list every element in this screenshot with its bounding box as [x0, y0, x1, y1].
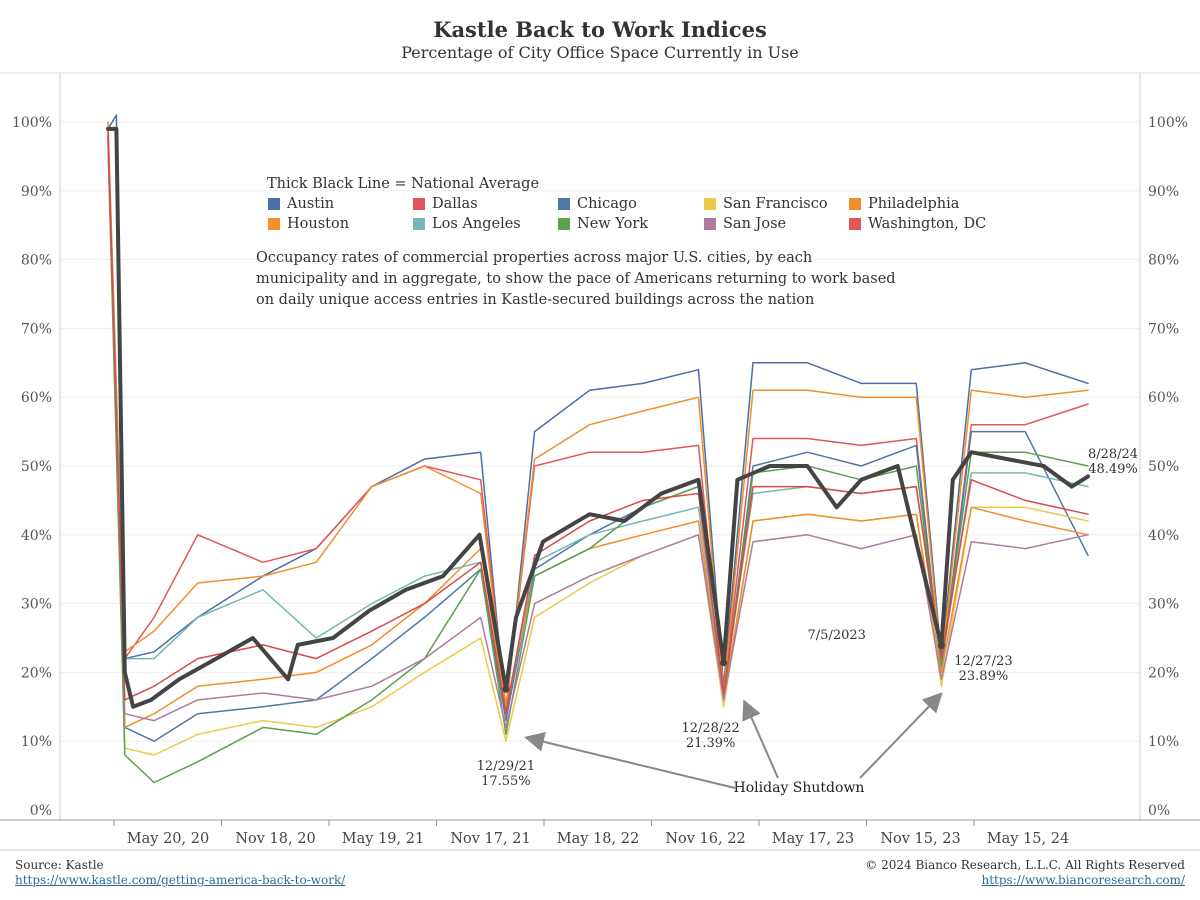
- annotation-label: 12/28/22: [681, 721, 739, 736]
- annotation-label: 12/27/23: [954, 654, 1012, 669]
- legend-item-washington-dc: Washington, DC: [849, 216, 986, 232]
- annotation-label: 8/28/24: [1088, 447, 1138, 462]
- x-tick-label: May 18, 22: [557, 831, 639, 847]
- y-tick-label-left: 50%: [21, 459, 52, 475]
- legend-label: San Francisco: [723, 196, 828, 212]
- y-tick-label-left: 100%: [12, 115, 52, 131]
- legend-label: Chicago: [577, 196, 637, 212]
- legend-swatch: [849, 198, 861, 210]
- holiday-shutdown-label: Holiday Shutdown: [734, 780, 865, 796]
- y-tick-label-right: 100%: [1148, 115, 1188, 131]
- series-line-new-york: [107, 141, 1089, 784]
- legend-swatch: [558, 198, 570, 210]
- legend-item-dallas: Dallas: [413, 196, 478, 212]
- y-tick-label-left: 80%: [21, 253, 52, 269]
- chart-title: Kastle Back to Work Indices: [433, 17, 767, 42]
- holiday-arrow: [524, 732, 736, 789]
- legend-swatch: [558, 218, 570, 230]
- legend-swatch: [268, 218, 280, 230]
- chart-note: Occupancy rates of commercial properties…: [256, 250, 896, 308]
- x-tick-label: Nov 17, 21: [450, 831, 530, 847]
- legend-item-san-francisco: San Francisco: [704, 196, 828, 212]
- legend-swatch: [413, 218, 425, 230]
- x-tick-label: Nov 15, 23: [880, 831, 960, 847]
- gridlines: [60, 121, 1140, 742]
- legend-item-san-jose: San Jose: [704, 216, 786, 232]
- annotation-label: 7/5/2023: [808, 628, 866, 643]
- source-link[interactable]: https://www.kastle.com/getting-america-b…: [15, 873, 346, 887]
- y-tick-label-right: 50%: [1148, 459, 1179, 475]
- y-tick-label-left: 70%: [21, 321, 52, 337]
- y-tick-label-right: 0%: [1148, 803, 1170, 819]
- source-label: Source: Kastle: [15, 858, 104, 872]
- legend-item-new-york: New York: [558, 216, 648, 232]
- y-tick-label-right: 70%: [1148, 321, 1179, 337]
- chart-subtitle: Percentage of City Office Space Currentl…: [401, 43, 799, 62]
- site-link[interactable]: https://www.biancoresearch.com/: [981, 873, 1185, 887]
- legend-label: Dallas: [432, 196, 478, 212]
- y-tick-label-right: 80%: [1148, 253, 1179, 269]
- legend-label: Austin: [287, 196, 335, 212]
- legend-label: Los Angeles: [432, 216, 521, 232]
- y-tick-label-left: 30%: [21, 597, 52, 613]
- y-tick-label-left: 0%: [30, 803, 52, 819]
- x-tick-label: May 15, 24: [987, 831, 1069, 847]
- legend-label: Philadelphia: [868, 196, 960, 212]
- y-tick-label-left: 60%: [21, 390, 52, 406]
- x-tick-label: Nov 16, 22: [665, 831, 745, 847]
- annotation-label: 23.89%: [959, 669, 1009, 684]
- x-tick-label: Nov 18, 20: [235, 831, 315, 847]
- legend-item-houston: Houston: [268, 216, 349, 232]
- x-tick-label: May 20, 20: [127, 831, 209, 847]
- legend-label: Houston: [287, 216, 350, 232]
- legend-label: Washington, DC: [868, 216, 987, 232]
- legend-swatch: [268, 198, 280, 210]
- annotation-label: 12/29/21: [477, 759, 535, 774]
- series-line-washington-dc: [107, 128, 1089, 715]
- y-tick-label-right: 20%: [1148, 665, 1179, 681]
- y-tick-label-right: 10%: [1148, 734, 1179, 750]
- series-line-houston: [107, 121, 1089, 708]
- y-tick-label-right: 90%: [1148, 184, 1179, 200]
- annotation-marker: [502, 685, 510, 693]
- legend-item-austin: Austin: [268, 196, 334, 212]
- legend-swatch: [849, 218, 861, 230]
- y-tick-label-right: 30%: [1148, 597, 1179, 613]
- annotation-label: 48.49%: [1088, 462, 1138, 477]
- y-tick-label-left: 20%: [21, 665, 52, 681]
- legend-label: San Jose: [723, 216, 787, 232]
- holiday-arrow: [859, 692, 943, 779]
- y-tick-label-left: 10%: [21, 734, 52, 750]
- series-line-national-average: [106, 126, 1090, 709]
- y-tick-label-left: 40%: [21, 528, 52, 544]
- series-line-austin: [107, 114, 1089, 715]
- copyright: © 2024 Bianco Research, L.L.C. All Right…: [865, 858, 1185, 872]
- holiday-arrow: [742, 699, 779, 779]
- legend-item-chicago: Chicago: [558, 196, 637, 212]
- y-tick-label-left: 90%: [21, 184, 52, 200]
- y-tick-label-right: 40%: [1148, 528, 1179, 544]
- y-tick-label-right: 60%: [1148, 390, 1179, 406]
- legend-swatch: [413, 198, 425, 210]
- annotation-label: 21.39%: [686, 736, 736, 751]
- axes: 0% 0% 10% 10% 20% 20% 30% 30% 40% 40% 50% 50% 60% 60%…: [0, 72, 1200, 851]
- legend-title: Thick Black Line = National Average: [267, 176, 540, 192]
- legend-item-philadelphia: Philadelphia: [849, 196, 959, 212]
- legend-item-los-angeles: Los Angeles: [413, 216, 521, 232]
- legend-swatch: [704, 218, 716, 230]
- x-tick-label: May 19, 21: [342, 831, 424, 847]
- legend-swatch: [704, 198, 716, 210]
- legend-label: New York: [577, 216, 649, 232]
- x-tick-label: May 17, 23: [772, 831, 854, 847]
- series-lines: [106, 114, 1090, 784]
- annotation-marker: [720, 659, 728, 667]
- annotation-marker: [937, 642, 945, 650]
- annotation-label: 17.55%: [481, 774, 531, 789]
